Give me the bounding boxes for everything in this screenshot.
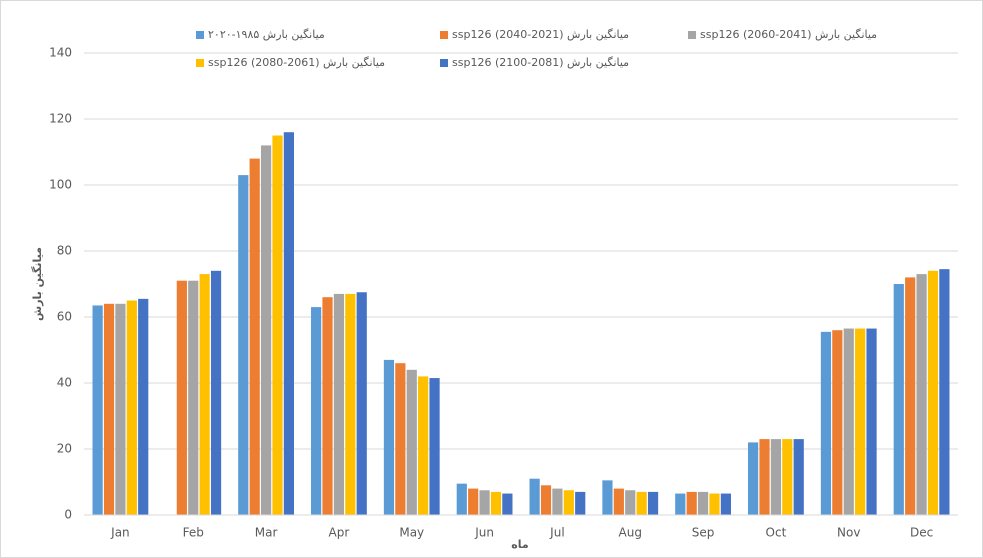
bar xyxy=(697,491,709,515)
bar xyxy=(490,491,502,515)
legend-label: میانگین بارش (2041-2060) ssp126 xyxy=(700,28,877,41)
bar xyxy=(272,135,283,515)
bar xyxy=(138,298,149,515)
bar xyxy=(709,493,720,515)
x-tick-label: Jun xyxy=(474,526,494,540)
bar xyxy=(395,363,406,515)
y-tick-label: 100 xyxy=(49,178,72,192)
x-tick-label: Aug xyxy=(619,526,642,540)
bar xyxy=(238,175,249,515)
bar xyxy=(575,491,586,515)
bar xyxy=(429,378,440,515)
bar xyxy=(905,277,916,515)
legend-label: میانگین بارش ۱۹۸۵-۲۰۲۰ xyxy=(208,28,325,41)
legend-swatch xyxy=(440,31,448,39)
x-tick-label: Jul xyxy=(549,526,564,540)
bar xyxy=(406,369,417,515)
x-tick-label: Feb xyxy=(183,526,204,540)
bar xyxy=(820,331,832,515)
y-tick-label: 20 xyxy=(57,442,72,456)
bar xyxy=(866,328,877,515)
legend-label: میانگین بارش (2021-2040) ssp126 xyxy=(452,28,629,41)
bar xyxy=(843,328,854,515)
legend-swatch xyxy=(688,31,696,39)
bar xyxy=(832,330,843,515)
bar xyxy=(636,491,647,515)
bar xyxy=(333,293,345,515)
y-tick-label: 140 xyxy=(49,46,72,60)
x-tick-label: Sep xyxy=(692,526,715,540)
bar xyxy=(260,145,272,515)
bar xyxy=(675,493,686,515)
bar xyxy=(720,493,731,515)
bar xyxy=(563,490,574,515)
x-tick-label: Nov xyxy=(837,526,860,540)
bar xyxy=(115,303,126,515)
bar xyxy=(855,328,866,515)
y-tick-label: 0 xyxy=(64,508,72,522)
bar xyxy=(311,307,322,515)
bar xyxy=(345,293,356,515)
x-tick-label: Apr xyxy=(329,526,350,540)
bar xyxy=(613,488,624,515)
bar xyxy=(176,280,187,515)
bar xyxy=(199,274,210,515)
x-tick-label: Dec xyxy=(910,526,933,540)
bar xyxy=(92,305,103,515)
y-tick-label: 120 xyxy=(49,112,72,126)
bar xyxy=(418,376,429,515)
bar xyxy=(927,270,939,515)
bar xyxy=(468,488,479,515)
bar xyxy=(686,491,697,515)
bar xyxy=(625,490,636,515)
bar xyxy=(188,280,199,515)
legend-swatch xyxy=(196,59,204,67)
bar xyxy=(770,439,782,515)
bar xyxy=(479,490,490,515)
x-tick-label: Mar xyxy=(255,526,278,540)
bar xyxy=(529,478,540,515)
x-axis-label: ماه xyxy=(511,538,528,551)
bar xyxy=(210,270,222,515)
y-axis-label: میانگین بارش xyxy=(31,247,44,321)
bar xyxy=(356,292,367,515)
bar xyxy=(748,442,759,515)
bar xyxy=(647,491,659,515)
x-tick-label: Jan xyxy=(110,526,130,540)
bar xyxy=(322,297,333,515)
bar xyxy=(383,359,395,515)
bar xyxy=(126,300,137,515)
bar xyxy=(793,439,804,515)
y-tick-label: 80 xyxy=(57,244,72,258)
y-tick-label: 60 xyxy=(57,310,72,324)
y-tick-label: 40 xyxy=(57,376,72,390)
legend-swatch xyxy=(196,31,204,39)
bar xyxy=(939,269,950,515)
bar xyxy=(103,303,115,515)
bar xyxy=(893,284,904,515)
bar xyxy=(552,488,563,515)
bar xyxy=(540,485,552,515)
legend-label: میانگین بارش (2061-2080) ssp126 xyxy=(208,56,385,69)
bar xyxy=(249,158,260,515)
bar xyxy=(916,274,927,515)
bar xyxy=(502,493,513,515)
legend-label: میانگین بارش (2081-2100) ssp126 xyxy=(452,56,629,69)
x-tick-label: Oct xyxy=(766,526,787,540)
bar xyxy=(782,439,793,515)
x-tick-label: May xyxy=(399,526,424,540)
legend-swatch xyxy=(440,59,448,67)
bar xyxy=(456,483,467,515)
bar xyxy=(283,132,294,515)
bar xyxy=(602,480,613,515)
bar xyxy=(759,439,770,515)
